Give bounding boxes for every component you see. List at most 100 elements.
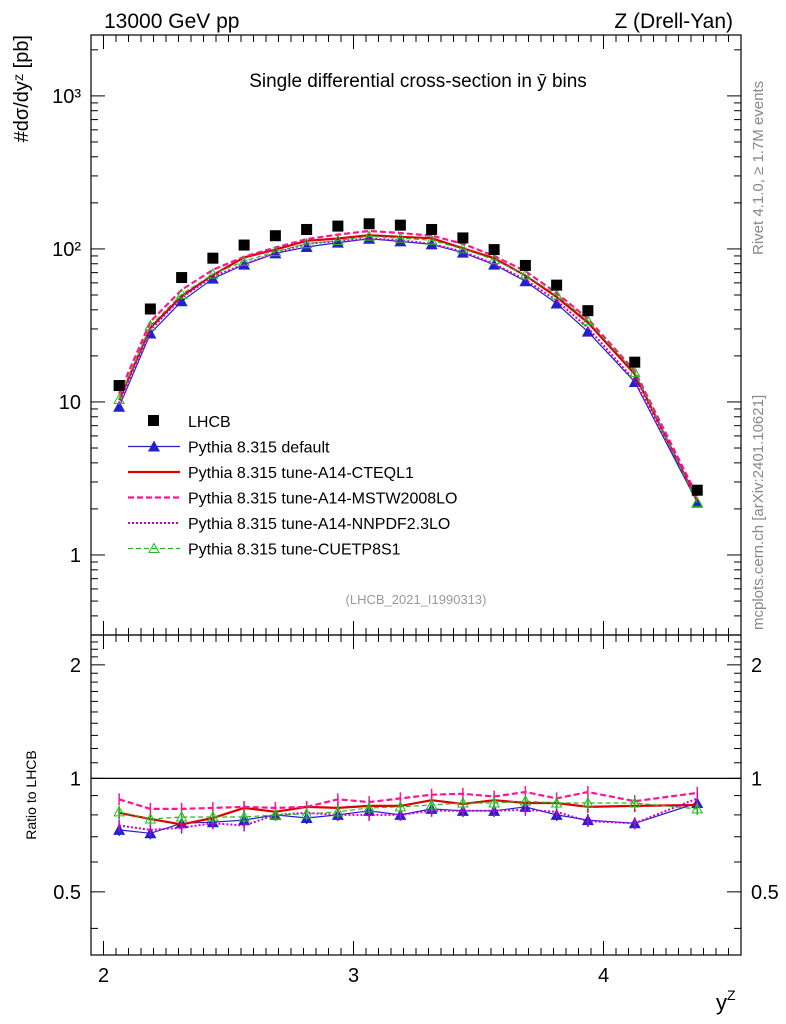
data-point: [519, 259, 531, 271]
y-tick-label-main: 10²: [52, 239, 81, 261]
legend-marker-data: [148, 415, 159, 426]
series-line-1: [118, 234, 699, 502]
y-tick-label-ratio-right: 2: [751, 655, 762, 677]
ratio-line-0: [119, 802, 698, 834]
series-point-0: [550, 297, 563, 309]
ratio-line-4: [118, 800, 698, 820]
data-point: [551, 279, 563, 291]
rivet-version-text: Rivet 4.1.0, ≥ 1.7M events: [750, 81, 767, 255]
mcplots-text: mcplots.cern.ch [arXiv:2401.10621]: [750, 395, 767, 630]
series-line-4: [118, 235, 698, 503]
legend-label-1: Pythia 8.315 tune-A14-CTEQL1: [188, 465, 414, 482]
series-line-2: [118, 229, 699, 497]
data-point: [332, 220, 344, 232]
x-tick-label: 3: [348, 965, 359, 987]
legend-label-0: Pythia 8.315 default: [188, 440, 330, 457]
x-axis-label-main: y: [716, 990, 727, 1015]
series-point-4: [519, 269, 532, 280]
ratio-point-4: [425, 798, 438, 810]
y-axis-label-ratio: Ratio to LHCB: [23, 750, 39, 839]
ratio-point-4: [519, 795, 532, 806]
ratio-point-4: [457, 797, 469, 808]
data-point: [269, 230, 281, 242]
series-point-4: [457, 242, 469, 254]
data-point: [582, 305, 594, 317]
data-point: [176, 272, 188, 284]
legend: LHCB Pythia 8.315 default Pythia 8.315 tun…: [128, 414, 457, 559]
y-tick-label-main: 10: [59, 392, 81, 414]
data-point: [394, 219, 406, 231]
data-point: [488, 244, 500, 256]
main-series-group: [113, 218, 704, 508]
data-point: [691, 484, 703, 496]
legend-marker-4: [148, 542, 160, 553]
series-point-4: [582, 314, 594, 326]
header-left: 13000 GeV pp: [104, 10, 239, 33]
series-point-4: [269, 245, 282, 257]
y-tick-label-ratio-right: 0.5: [751, 882, 779, 904]
x-axis-label-sup: Z: [727, 987, 736, 1003]
ratio-point-4: [582, 797, 594, 808]
y-tick-label-ratio-left: 0.5: [53, 882, 81, 904]
data-point: [457, 232, 469, 244]
data-point: [238, 239, 250, 251]
ratio-point-4: [269, 808, 282, 820]
series-point-4: [238, 255, 250, 266]
data-point: [301, 223, 313, 235]
axes-group: 1 10 10² 10³ 2 3 4 0.5 0.5 1 1 2 2: [52, 35, 779, 987]
y-tick-label-ratio-left: 2: [70, 655, 81, 677]
ratio-series-group: [113, 786, 704, 840]
series-point-4: [144, 319, 157, 331]
data-point: [426, 223, 438, 235]
series-point-4: [425, 234, 438, 245]
legend-label-2: Pythia 8.315 tune-A14-MSTW2008LO: [188, 491, 457, 508]
data-point: [144, 303, 156, 315]
series-point-4: [363, 230, 375, 241]
ratio-point-4: [207, 810, 219, 822]
ratio-point-4: [300, 807, 313, 819]
y-tick-label-main: 1: [70, 545, 81, 567]
data-point: [207, 252, 219, 264]
ratio-point-4: [144, 813, 157, 824]
ratio-point-4: [394, 800, 407, 812]
series-point-0: [300, 240, 313, 252]
y-axis-label-main: #dσ/dyᶻ [pb]: [11, 35, 33, 142]
series-point-4: [300, 237, 313, 249]
ratio-point-4: [175, 810, 188, 822]
legend-label-4: Pythia 8.315 tune-CUETP8S1: [188, 542, 401, 559]
series-point-0: [175, 295, 188, 307]
x-axis-label: yZ: [716, 987, 736, 1015]
legend-marker-0: [148, 440, 160, 452]
ratio-point-4: [363, 801, 375, 813]
ratio-point-4: [691, 802, 704, 814]
ratio-point-4: [550, 797, 563, 808]
ratio-point-4: [488, 797, 500, 808]
series-point-4: [394, 232, 407, 243]
series-point-0: [113, 400, 126, 412]
series-line-3: [118, 237, 699, 499]
ratio-point-4: [113, 805, 125, 817]
header-right: Z (Drell-Yan): [614, 10, 733, 33]
ratio-point-4: [238, 810, 250, 822]
legend-label-data: LHCB: [188, 414, 231, 431]
series-point-4: [207, 268, 219, 279]
y-tick-label-ratio-left: 1: [70, 768, 81, 790]
data-point: [363, 218, 375, 230]
series-point-4: [113, 393, 125, 404]
y-tick-label-main: 10³: [52, 86, 81, 108]
series-point-4: [175, 288, 188, 299]
ratio-line-2: [118, 790, 698, 811]
chart-title: Single differential cross-section in ȳ b…: [249, 71, 587, 92]
series-point-4: [691, 496, 704, 508]
legend-label-3: Pythia 8.315 tune-A14-NNPDF2.3LO: [188, 516, 450, 533]
ratio-panel-frame: [90, 634, 742, 956]
ratio-point-4: [628, 797, 641, 808]
series-point-4: [550, 288, 563, 300]
series-point-4: [488, 253, 500, 265]
analysis-id: (LHCB_2021_I1990313): [346, 592, 487, 607]
series-point-0: [628, 376, 641, 388]
x-tick-label: 4: [598, 965, 609, 987]
y-tick-label-ratio-right: 1: [751, 768, 762, 790]
series-point-4: [332, 234, 344, 246]
